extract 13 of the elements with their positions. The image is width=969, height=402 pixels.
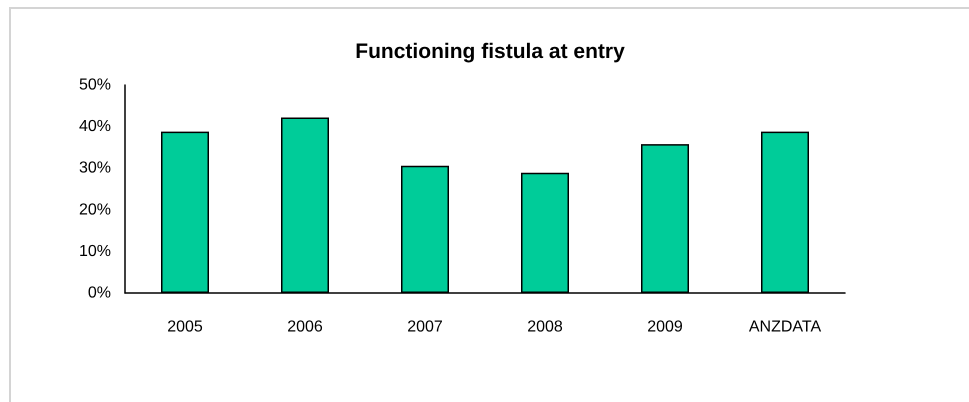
x-tick-label: 2008 — [527, 318, 563, 336]
x-tick-label: 2009 — [647, 318, 683, 336]
y-tick-label: 10% — [78, 242, 111, 260]
y-tick-label: 40% — [78, 118, 111, 136]
x-tick-label: 2005 — [167, 318, 203, 336]
x-tick-label: 2007 — [407, 318, 443, 336]
x-tick-label: 2006 — [287, 318, 323, 336]
y-tick-label: 20% — [78, 201, 111, 218]
y-tick-label: 0% — [88, 284, 111, 302]
chart-title: Functioning fistula at entry — [355, 40, 626, 63]
y-tick-label: 30% — [78, 160, 111, 177]
x-tick-label: ANZDATA — [748, 318, 822, 336]
y-tick-label: 50% — [78, 76, 111, 94]
